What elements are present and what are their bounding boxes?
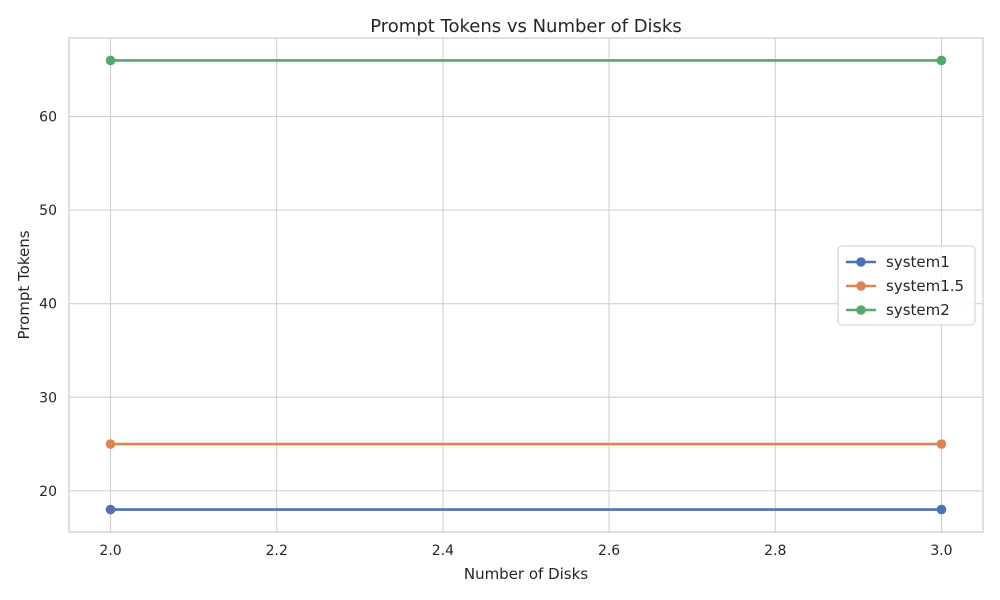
legend-item: system2 — [846, 301, 950, 319]
legend-item: system1.5 — [846, 277, 964, 295]
legend-box — [837, 245, 976, 326]
plot-frame — [68, 37, 984, 533]
y-tick-label: 50 — [39, 203, 57, 219]
data-point — [936, 504, 947, 515]
x-tick-label: 2.0 — [99, 543, 121, 559]
legend-swatch-marker — [856, 305, 866, 315]
y-tick-label: 30 — [39, 390, 57, 406]
chart-title: Prompt Tokens vs Number of Disks — [370, 16, 682, 37]
legend-swatch-marker — [856, 257, 866, 267]
y-axis-label: Prompt Tokens — [15, 230, 33, 339]
data-point — [105, 504, 116, 515]
x-axis-ticks: 2.0 2.2 2.4 2.6 2.8 3.0 — [99, 543, 952, 559]
legend-label: system1.5 — [886, 277, 964, 295]
y-tick-label: 20 — [39, 484, 57, 500]
x-tick-label: 2.2 — [266, 543, 288, 559]
x-tick-label: 2.8 — [764, 543, 786, 559]
legend-item: system1 — [846, 253, 950, 271]
series-system1.5 — [105, 439, 947, 449]
legend: system1 system1.5 system2 — [837, 245, 976, 326]
data-point — [105, 439, 116, 449]
data-point — [105, 55, 116, 66]
y-tick-label: 40 — [39, 297, 57, 313]
y-axis-ticks: 20 30 40 50 60 — [39, 110, 57, 500]
legend-label: system1 — [886, 253, 950, 271]
data-point — [936, 55, 947, 66]
series-lines — [105, 55, 947, 515]
x-axis-label: Number of Disks — [464, 565, 588, 583]
x-tick-label: 2.4 — [432, 543, 454, 559]
y-tick-label: 60 — [39, 110, 57, 126]
x-tick-label: 3.0 — [930, 543, 952, 559]
x-tick-label: 2.6 — [598, 543, 620, 559]
series-system1 — [105, 504, 947, 515]
legend-swatch-marker — [856, 281, 866, 291]
legend-label: system2 — [886, 301, 950, 319]
data-point — [936, 439, 947, 449]
series-system2 — [105, 55, 947, 66]
